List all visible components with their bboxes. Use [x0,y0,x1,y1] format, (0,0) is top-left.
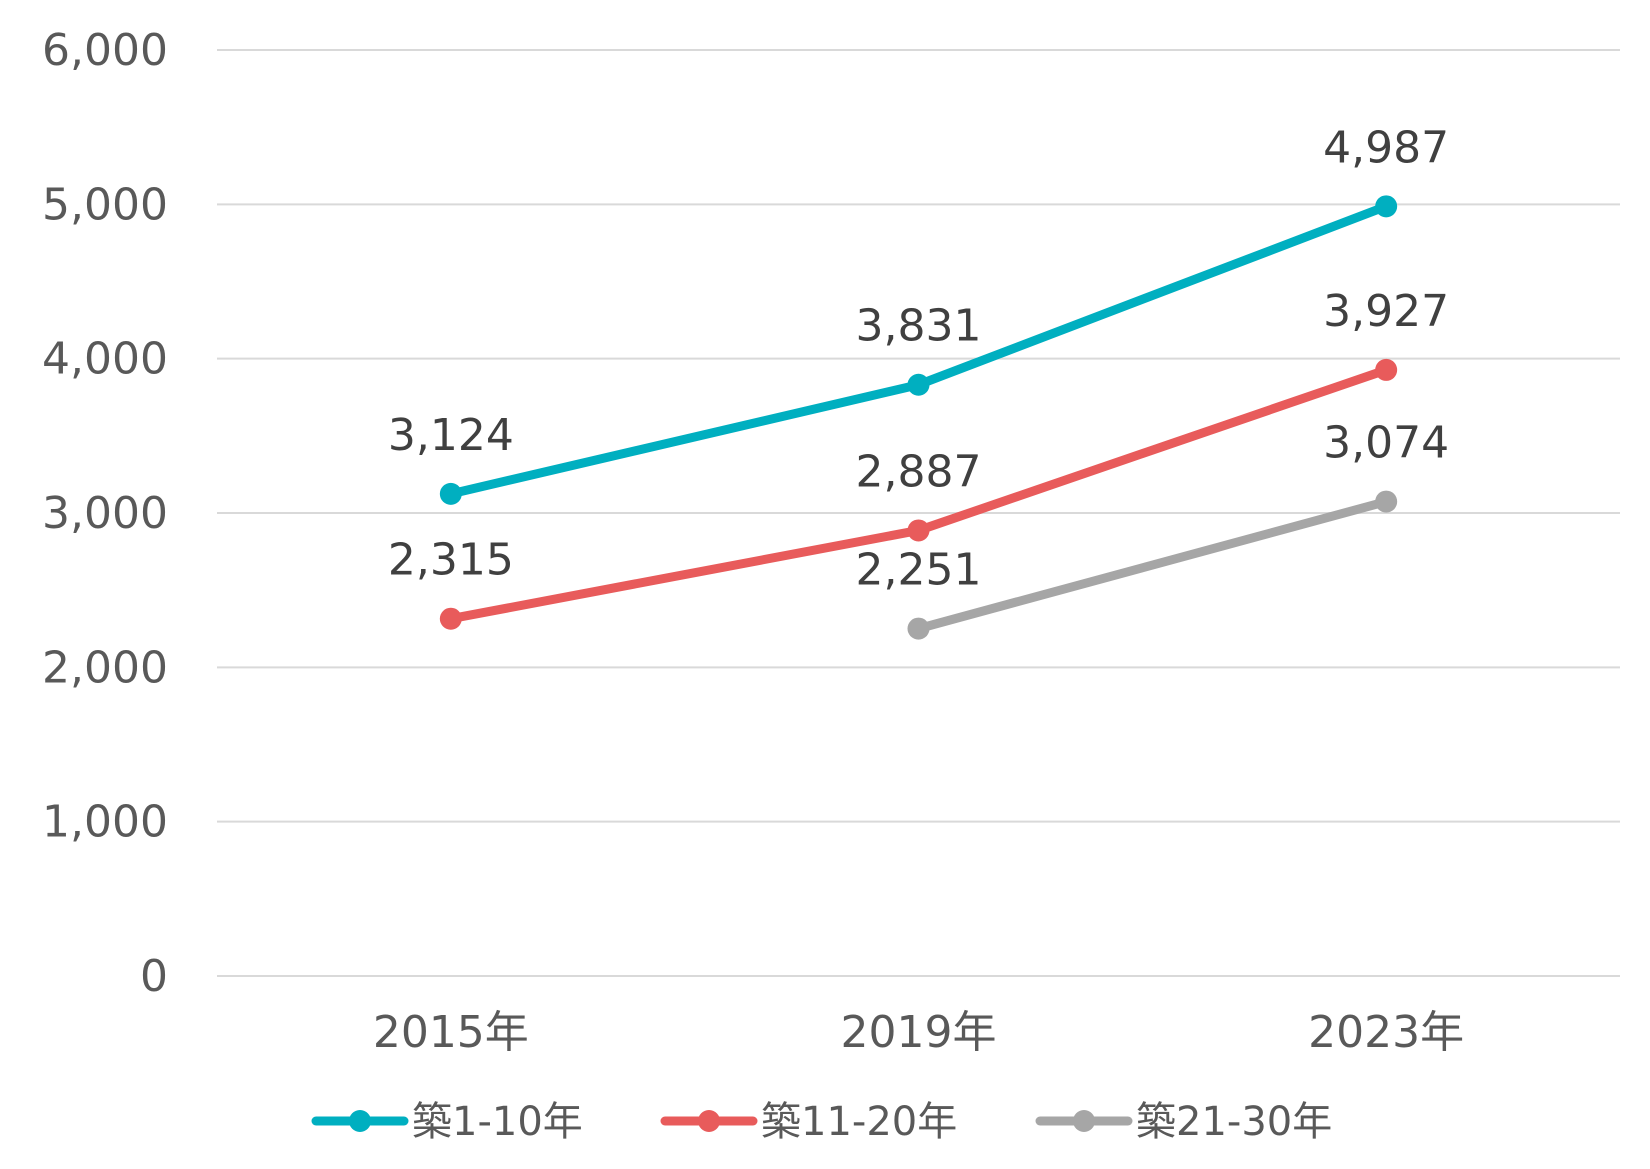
x-axis: 2015年 2019年 2023年 [373,1007,1464,1058]
series-1-point-2023 [1375,195,1398,218]
legend: 築1-10年 築11-20年 築21-30年 [311,1099,1332,1145]
legend-marker-2 [698,1110,720,1132]
y-tick-label-5000: 5,000 [42,179,168,230]
x-tick-label-2023: 2023年 [1308,1007,1464,1058]
x-tick-label-2019: 2019年 [841,1007,997,1058]
data-label-series-1-2023: 4,987 [1323,122,1449,173]
series-1-point-2015 [439,482,462,505]
x-tick-label-2015: 2015年 [373,1007,529,1058]
data-label-series-3-2023: 3,074 [1323,418,1449,469]
series-3-point-2019 [907,617,930,640]
y-axis: 0 1,000 2,000 3,000 4,000 5,000 6,000 [42,25,168,1002]
legend-label-3: 築21-30年 [1136,1099,1332,1145]
gridlines [217,49,1620,977]
data-labels: 3,124 3,831 4,987 2,315 2,887 3,927 2,251 3,074 [388,122,1449,595]
data-label-series-1-2019: 3,831 [856,301,982,352]
y-tick-label-1000: 1,000 [42,797,168,848]
series-line-3 [914,497,1391,634]
data-label-series-2-2019: 2,887 [856,446,982,497]
data-label-series-3-2019: 2,251 [856,545,982,596]
series-1-point-2019 [907,373,930,396]
series-3-point-2023 [1375,490,1398,513]
legend-marker-3 [1073,1110,1095,1132]
data-label-series-2-2015: 2,315 [388,535,514,586]
series-2-point-2015 [439,607,462,630]
y-tick-label-2000: 2,000 [42,642,168,693]
data-label-series-1-2015: 3,124 [388,410,514,461]
series-group [439,195,1398,640]
y-tick-label-4000: 4,000 [42,334,168,385]
series-2-point-2023 [1375,358,1398,381]
data-label-series-2-2023: 3,927 [1323,286,1449,337]
y-tick-label-6000: 6,000 [42,25,168,76]
legend-label-1: 築1-10年 [412,1099,583,1145]
y-tick-label-3000: 3,000 [42,488,168,539]
legend-label-2: 築11-20年 [761,1099,957,1145]
series-2-point-2019 [907,519,930,542]
y-tick-label-0: 0 [140,951,168,1002]
legend-marker-1 [349,1110,371,1132]
